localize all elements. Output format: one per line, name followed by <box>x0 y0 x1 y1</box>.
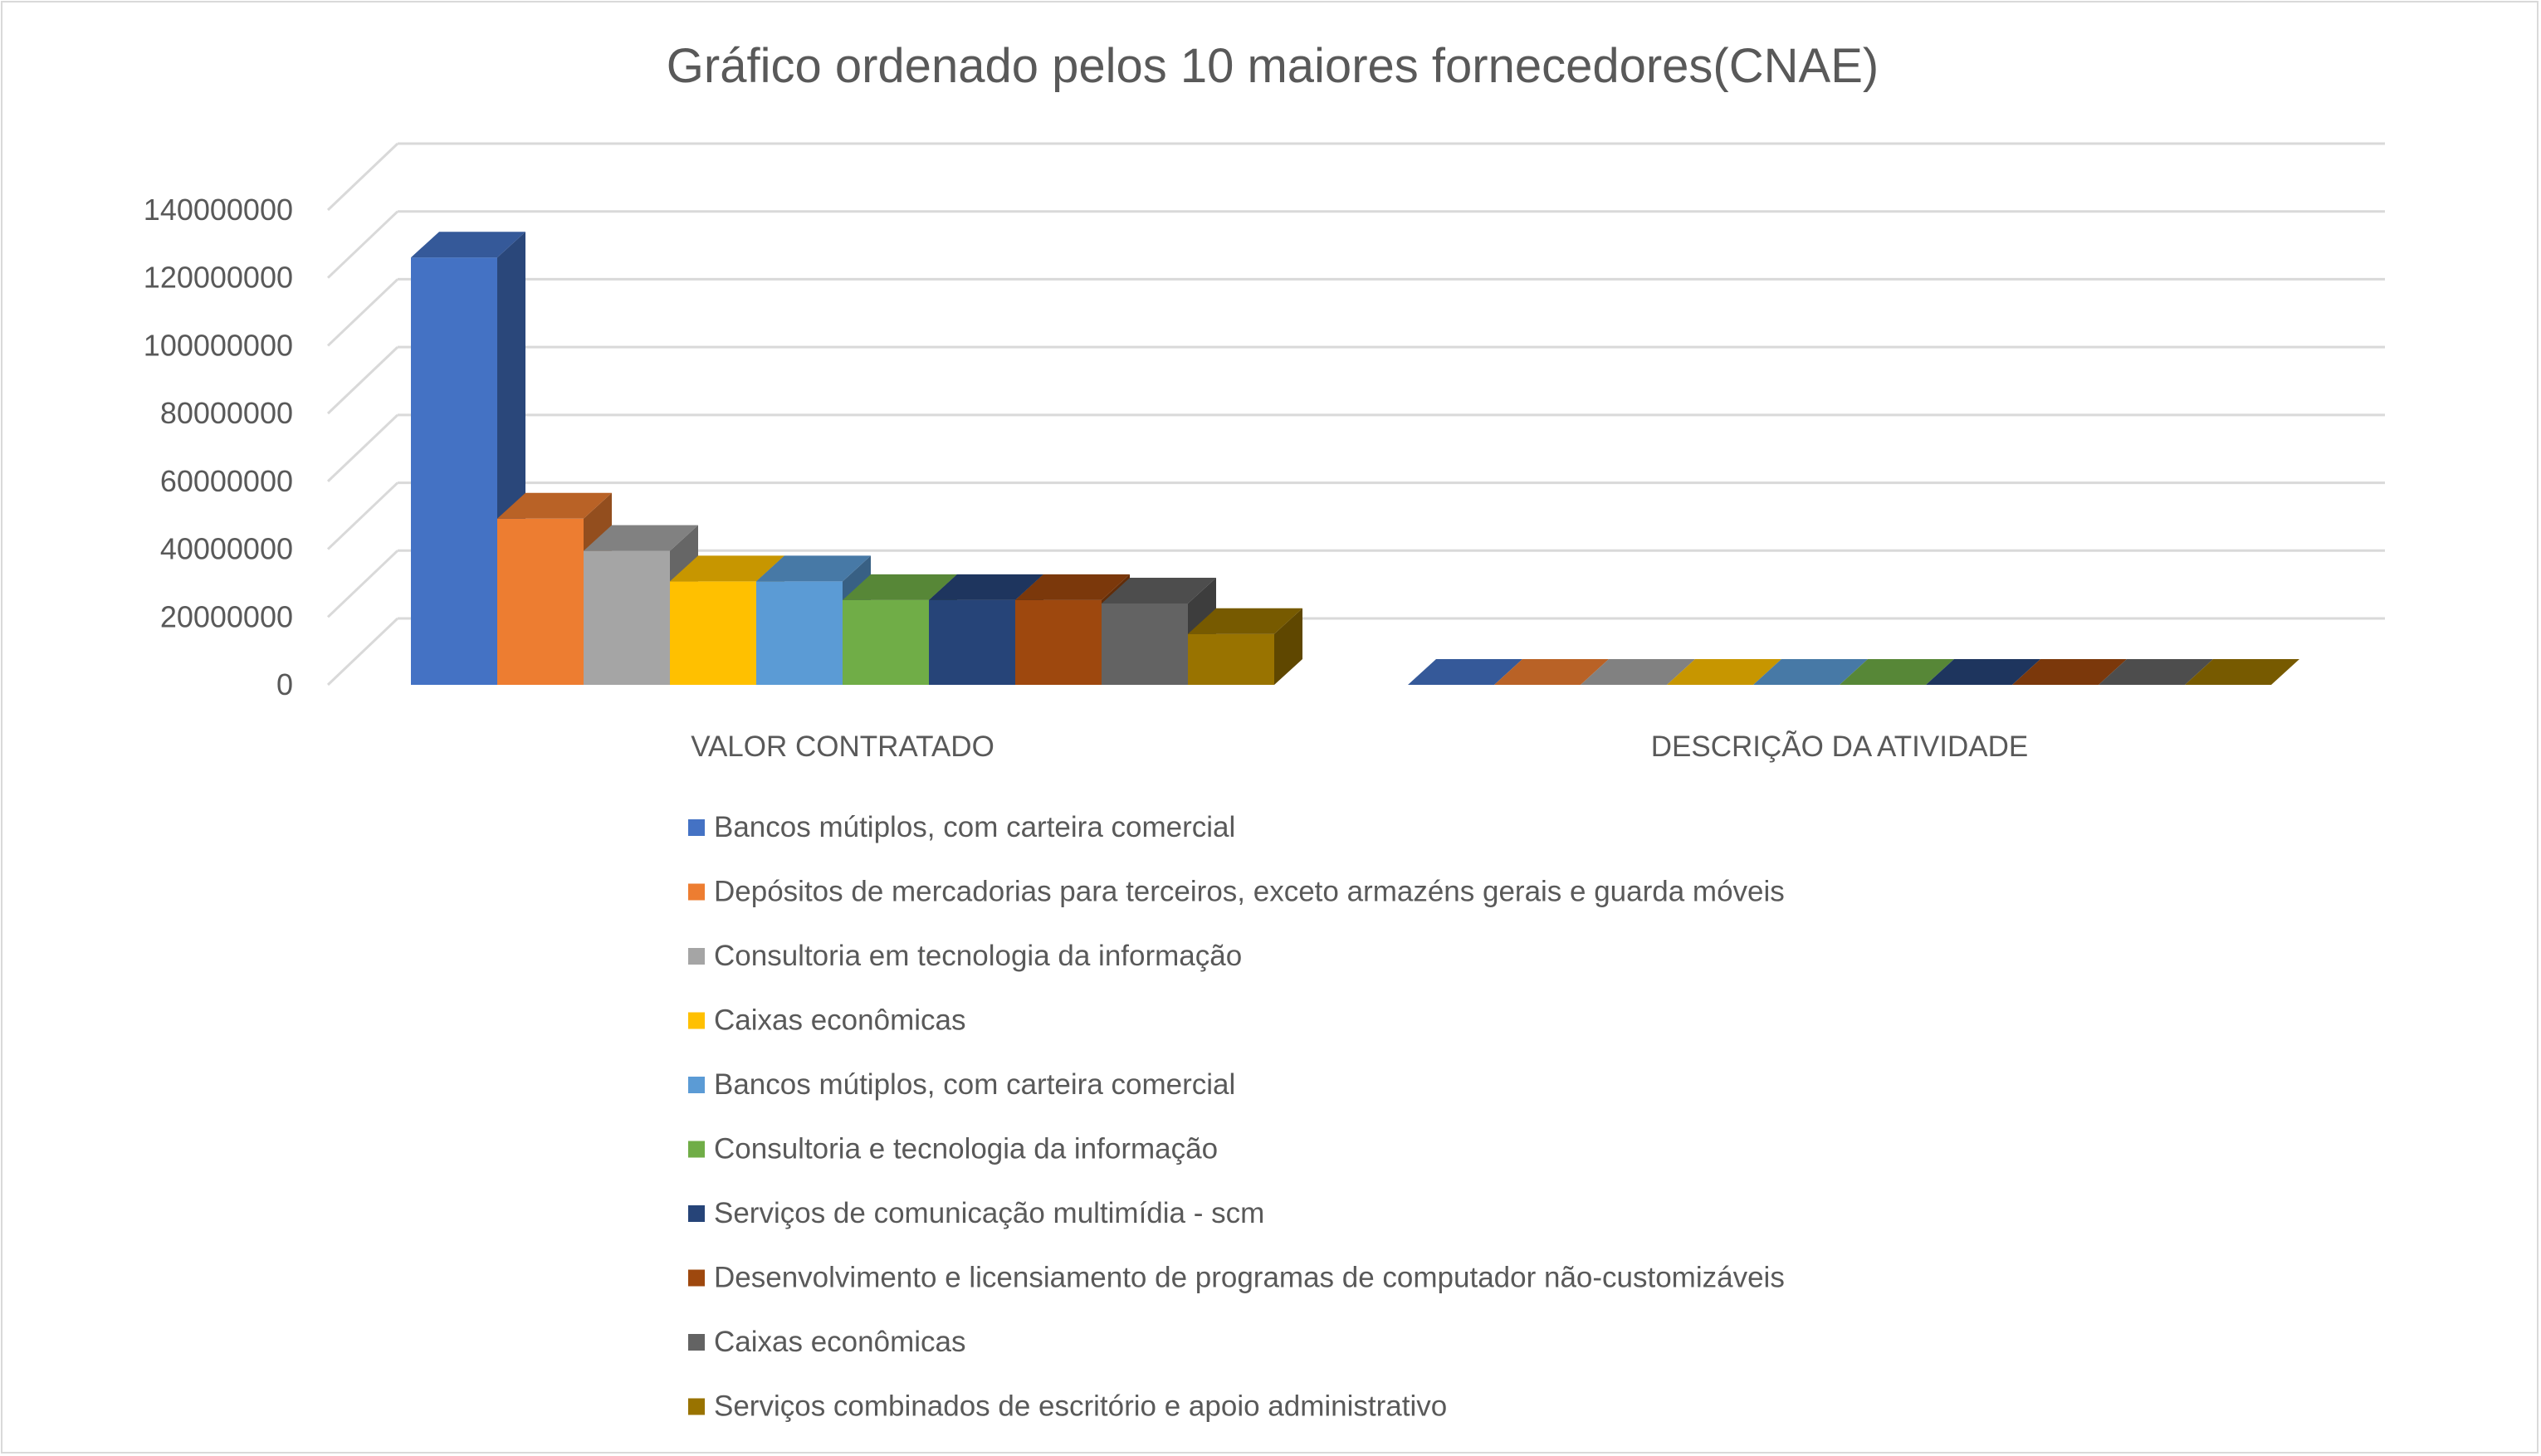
legend-label: Consultoria e tecnologia da informação <box>714 1133 1218 1165</box>
y-tick-label: 60000000 <box>160 464 293 498</box>
bar-top <box>1494 659 1609 685</box>
bar <box>1840 659 1954 685</box>
legend-item: Caixas econômicas <box>688 1326 965 1358</box>
legend-item: Bancos mútiplos, com carteira comercial <box>688 811 1235 843</box>
x-axis-categories: VALOR CONTRATADO DESCRIÇÃO DA ATIVIDADE <box>691 730 2028 763</box>
legend-swatch <box>688 1077 705 1093</box>
y-tick-label: 80000000 <box>160 396 293 430</box>
bar-top <box>2185 659 2299 685</box>
legend-swatch <box>688 1205 705 1222</box>
bars <box>411 232 2299 685</box>
bar-top <box>1840 659 1954 685</box>
bar-top <box>2012 659 2127 685</box>
legend-swatch <box>688 1334 705 1351</box>
legend-label: Caixas econômicas <box>714 1326 965 1358</box>
bar-front <box>1015 599 1102 685</box>
legend-item: Consultoria e tecnologia da informação <box>688 1133 1218 1165</box>
bar <box>1753 659 1868 685</box>
bar-top <box>1581 659 1695 685</box>
bar-front <box>929 599 1015 685</box>
bar-top <box>670 555 784 582</box>
legend-item: Desenvolvimento e licensiamento de progr… <box>688 1262 1785 1294</box>
legend-swatch <box>688 1269 705 1287</box>
legend-label: Depósitos de mercadorias para terceiros,… <box>714 876 1785 908</box>
legend-swatch <box>688 1141 705 1158</box>
bar-front <box>756 581 843 685</box>
bar-top <box>929 574 1043 600</box>
legend-item: Serviços combinados de escritório e apoi… <box>688 1390 1447 1423</box>
legend-item: Bancos mútiplos, com carteira comercial <box>688 1068 1235 1101</box>
y-tick-label: 120000000 <box>144 261 293 295</box>
bar <box>1926 659 2040 685</box>
legend-label: Desenvolvimento e licensiamento de progr… <box>714 1262 1785 1294</box>
x-category-label: DESCRIÇÃO DA ATIVIDADE <box>1651 730 2028 763</box>
bar-top <box>2099 659 2213 685</box>
bar-top <box>1188 608 1302 634</box>
y-tick-label: 0 <box>276 667 293 701</box>
bar-top <box>1102 577 1216 603</box>
bar-top <box>584 525 698 551</box>
bar <box>1188 608 1302 685</box>
bar-front <box>670 581 756 685</box>
bar <box>1581 659 1695 685</box>
bar-top <box>411 232 525 258</box>
chart-title: Gráfico ordenado pelos 10 maiores fornec… <box>667 39 1879 93</box>
legend-swatch <box>688 883 705 901</box>
legend-item: Consultoria em tecnologia da informação <box>688 940 1242 972</box>
legend-item: Caixas econômicas <box>688 1004 965 1037</box>
legend-swatch <box>688 1398 705 1415</box>
gridline-diag <box>326 481 399 550</box>
bar-front <box>497 518 584 685</box>
bar-front <box>411 257 497 685</box>
legend-swatch <box>688 1012 705 1029</box>
legend-swatch <box>688 948 705 965</box>
bar-top <box>843 574 957 600</box>
legend-label: Bancos mútiplos, com carteira comercial <box>714 1068 1235 1101</box>
y-tick-label: 20000000 <box>160 599 293 633</box>
bar-top <box>497 492 612 519</box>
bar-top <box>756 555 871 582</box>
bar <box>1408 659 1522 685</box>
gridline-diag <box>326 346 399 415</box>
bar-top <box>1926 659 2040 685</box>
legend-label: Consultoria em tecnologia da informação <box>714 940 1242 972</box>
gridline-diag <box>326 142 399 212</box>
legend-swatch <box>688 819 705 836</box>
bar <box>2012 659 2127 685</box>
legend-label: Serviços combinados de escritório e apoi… <box>714 1390 1447 1423</box>
bar-top <box>1667 659 1781 685</box>
bar-side <box>1274 608 1302 685</box>
bar-front <box>843 599 929 685</box>
bar-top <box>1015 574 1130 600</box>
bar <box>2099 659 2213 685</box>
bar <box>1667 659 1781 685</box>
x-category-label: VALOR CONTRATADO <box>691 730 994 763</box>
legend-label: Bancos mútiplos, com carteira comercial <box>714 811 1235 843</box>
bar <box>2185 659 2299 685</box>
legend: Bancos mútiplos, com carteira comercial D… <box>688 811 1785 1423</box>
bar-top <box>1753 659 1868 685</box>
gridline-diag <box>326 278 399 347</box>
bar-front <box>1188 633 1274 685</box>
bar-front <box>1102 603 1188 685</box>
bar-top <box>1408 659 1522 685</box>
legend-label: Serviços de comunicação multimídia - scm <box>714 1197 1264 1229</box>
y-tick-label: 100000000 <box>144 328 293 362</box>
y-axis-ticks: 0 20000000 40000000 60000000 80000000 1000000… <box>144 193 293 701</box>
gridline-diag <box>326 210 399 279</box>
bar-front <box>584 550 670 685</box>
legend-label: Caixas econômicas <box>714 1004 965 1037</box>
bar <box>1494 659 1609 685</box>
legend-item: Depósitos de mercadorias para terceiros,… <box>688 876 1785 908</box>
gridline-diag <box>326 550 399 618</box>
y-tick-label: 40000000 <box>160 532 293 566</box>
gridline-diag <box>326 413 399 482</box>
y-tick-label: 140000000 <box>144 193 293 227</box>
gridline-diag <box>326 617 399 686</box>
legend-item: Serviços de comunicação multimídia - scm <box>688 1197 1264 1229</box>
